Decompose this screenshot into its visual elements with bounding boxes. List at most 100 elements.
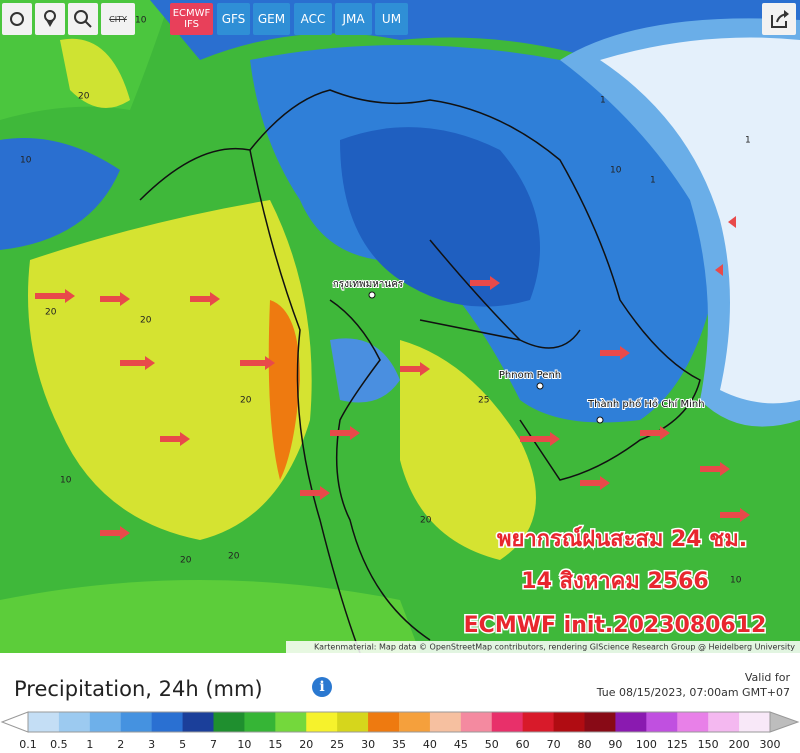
colorbar-tick-label: 35 [392,738,406,751]
info-button[interactable]: i [312,677,332,697]
contour-label: 20 [78,92,90,102]
city-marker [536,382,544,390]
place-label: Phnom Penh [499,370,561,381]
dry-area [600,37,800,404]
colorbar-tick-label: 25 [330,738,344,751]
colorbar-tick-label: 3 [148,738,155,751]
contour-label: 20 [45,308,57,318]
colorbar-tick-label: 100 [636,738,657,751]
colorbar: 0.1 0.5 1 2 3 5 7 10 15 20 25 30 35 40 45 50 60 70 80 90 100… [0,711,800,751]
place-label: Thành phố Hồ Chí Minh [587,398,705,410]
contour-label: 20 [140,316,152,326]
contour-label: 1 [600,96,606,106]
share-button[interactable] [762,3,796,35]
contour-label: 10 [60,476,72,486]
contour-label: 10 [135,16,147,26]
contour-label: 1 [650,176,656,186]
colorbar-tick-label: 30 [361,738,375,751]
colorbar-tick-label: 40 [423,738,437,751]
colorbar-tick-label: 2 [117,738,124,751]
rain-area [0,580,420,653]
city-marker [368,291,376,299]
model-button[interactable]: GFS [217,3,250,35]
model-button[interactable]: GEM [253,3,290,35]
colorbar-segment [213,712,245,732]
rain-area [0,138,120,250]
colorbar-tick-label: 45 [454,738,468,751]
model-button[interactable]: ACC [294,3,332,35]
overlay-text: 14 สิงหาคม 2566 [521,569,708,594]
contour-label: 10 [730,576,742,586]
colorbar-segment [739,712,771,732]
model-button[interactable]: ECMWF IFS [170,3,213,35]
colorbar-tick-label: 7 [210,738,217,751]
colorbar-tick-label: 5 [179,738,186,751]
colorbar-segment [28,712,60,732]
colorbar-under [0,711,29,733]
rain-area [330,338,400,403]
model-button[interactable]: JMA [335,3,372,35]
colorbar-tick-label: 200 [729,738,750,751]
colorbar-segment [182,712,214,732]
valid-label: Valid for [744,671,790,684]
map: Phnom Penh Thành phố Hồ Chí Minh กรุงเทพ… [0,0,800,653]
reload-button[interactable] [2,3,32,35]
rain-area [28,200,312,540]
borders [139,89,701,653]
colorbar-segment [646,712,678,732]
colorbar-segment [89,712,122,732]
colorbar-segment [522,712,555,732]
colorbar-tick-label: 20 [299,738,313,751]
colorbar-segment [429,712,462,732]
colorbar-tick-label: 90 [608,738,622,751]
colorbar-tick-label: 1 [86,738,93,751]
colorbar-tick-label: 300 [760,738,781,751]
contour-label: 1 [745,136,751,146]
colorbar-segment [677,712,709,732]
colorbar-tick-label: 125 [667,738,688,751]
rain-area [340,127,540,307]
city-button[interactable]: CITY [101,3,135,35]
colorbar-segment [615,712,647,732]
colorbar-over [769,711,800,733]
colorbar-segment [120,712,153,732]
colorbar-tick-label: 80 [578,738,592,751]
colorbar-segment [151,712,184,732]
contour-label: 20 [240,396,252,406]
colorbar-tick-label: 0.5 [50,738,68,751]
colorbar-segment [708,712,740,732]
colorbar-segment [553,712,585,732]
overlay-text: ECMWF init.2023080612 [464,613,767,638]
rain-area [60,38,130,108]
contour-label: 20 [180,556,192,566]
contour-label: 20 [420,516,432,526]
colorbar-frame [27,711,771,733]
colorbar-tick-label: 70 [547,738,561,751]
colorbar-segment [584,712,616,732]
colorbar-tick-label: 60 [516,738,530,751]
model-button[interactable]: UM [375,3,408,35]
colorbar-segment [460,712,493,732]
zoom-button[interactable] [68,3,98,35]
attribution: Kartenmaterial: Map data © OpenStreetMap… [314,643,795,652]
colorbar-segment [337,712,369,732]
contour-label: 20 [228,552,240,562]
colorbar-tick-label: 10 [237,738,251,751]
legend-title: Precipitation, 24h (mm) [14,677,263,701]
contour-label: 25 [478,396,489,406]
colorbar-tick-label: 0.1 [19,738,37,751]
colorbar-tick-label: 15 [268,738,282,751]
valid-time: Tue 08/15/2023, 07:00am GMT+07 [596,686,790,699]
location-button[interactable] [35,3,65,35]
overlay-text: พยากรณ์ฝนสะสม 24 ชม. [497,526,747,552]
place-label: กรุงเทพมหานคร [333,279,404,290]
rain-area [268,300,300,480]
colorbar-segment [275,712,307,732]
attribution-bg [286,641,800,653]
wind-arrows [35,216,750,540]
colorbar-segment [58,712,91,732]
colorbar-segment [244,712,276,732]
legend: Precipitation, 24h (mm) i Valid for Tue … [0,653,800,753]
city-marker [596,416,604,424]
